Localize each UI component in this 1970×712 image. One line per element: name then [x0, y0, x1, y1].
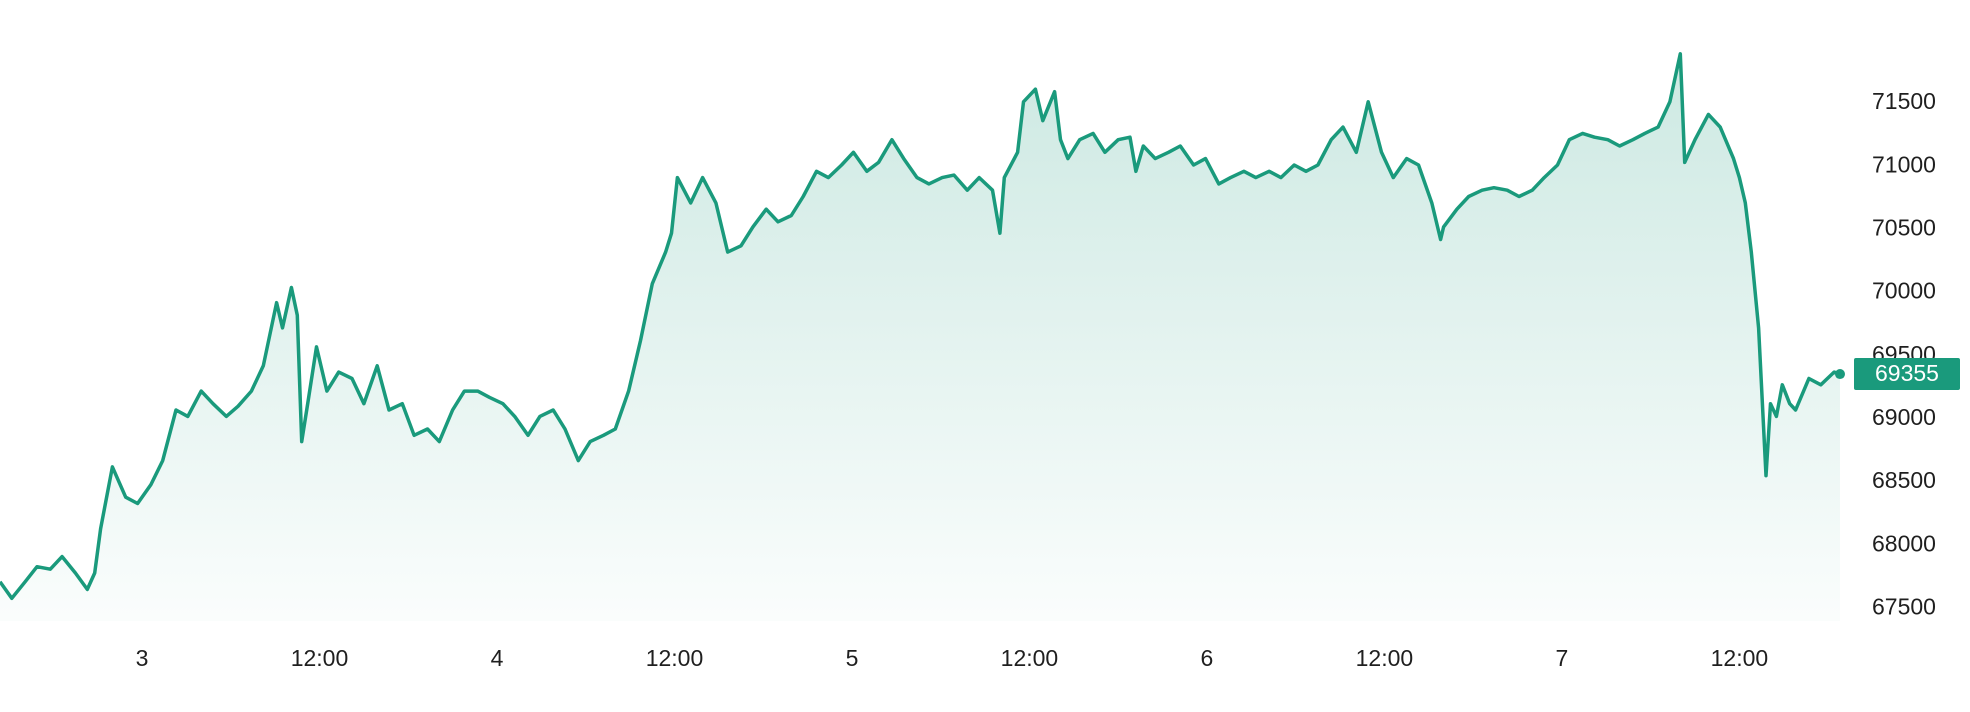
y-tick-label: 68500	[1872, 467, 1936, 493]
y-tick-label: 68000	[1872, 530, 1936, 556]
x-tick-label: 12:00	[1711, 645, 1769, 671]
y-tick-label: 71500	[1872, 88, 1936, 114]
y-tick-label: 70000	[1872, 278, 1936, 304]
last-point	[1835, 369, 1845, 380]
price-tag: 69355	[1854, 358, 1960, 391]
x-tick-label: 4	[491, 645, 504, 671]
y-tick-label: 70500	[1872, 214, 1936, 240]
price-tag-label: 69355	[1875, 360, 1939, 386]
x-tick-label: 12:00	[1356, 645, 1414, 671]
area-fill	[0, 53, 1840, 622]
x-tick-label: 12:00	[646, 645, 704, 671]
x-tick-label: 6	[1201, 645, 1214, 671]
x-tick-label: 3	[136, 645, 149, 671]
price-tag-bg	[1854, 358, 1960, 391]
x-tick-label: 7	[1556, 645, 1569, 671]
x-tick-label: 5	[846, 645, 859, 671]
x-tick-label: 12:00	[291, 645, 349, 671]
y-tick-label: 71000	[1872, 151, 1936, 177]
y-tick-label: 69000	[1872, 404, 1936, 430]
price-line	[0, 52, 1841, 601]
y-tick-label: 67500	[1872, 593, 1936, 619]
x-tick-label: 12:00	[1001, 645, 1059, 671]
